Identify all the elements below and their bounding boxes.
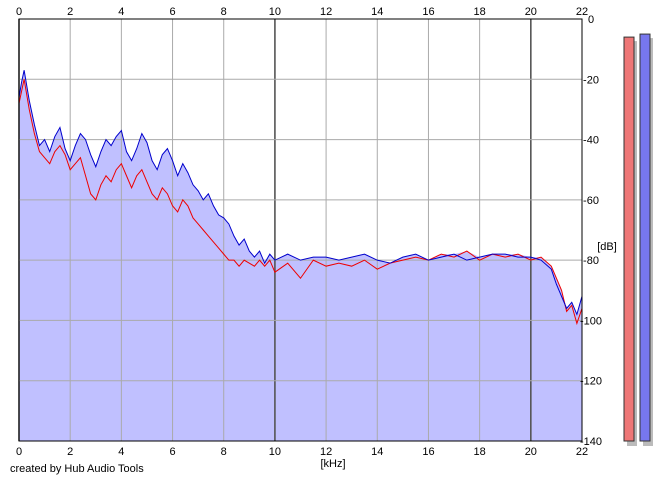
x-tick-label-top: 0	[16, 6, 22, 18]
x-tick-label-top: 16	[422, 6, 434, 18]
y-tick-label: 0	[588, 14, 594, 26]
level-meter	[623, 36, 635, 442]
y-tick-label: -100	[580, 315, 602, 327]
x-tick-label: 2	[67, 446, 73, 458]
x-tick-label: 8	[221, 446, 227, 458]
x-tick-label-top: 2	[67, 6, 73, 18]
series-line	[18, 70, 583, 316]
x-tick-label-top: 22	[576, 6, 588, 18]
y-tick-label: -80	[583, 255, 599, 267]
x-tick-label: 0	[16, 446, 22, 458]
series-line	[18, 79, 583, 326]
x-tick-label: 12	[320, 446, 332, 458]
x-tick-label-top: 6	[169, 6, 175, 18]
x-tick-label: 10	[269, 446, 281, 458]
x-tick-label-top: 14	[371, 6, 383, 18]
y-tick-label: -140	[580, 436, 602, 448]
x-tick-label: 6	[169, 446, 175, 458]
y-tick-label: -120	[580, 376, 602, 388]
x-tick-label-top: 10	[269, 6, 281, 18]
level-meter	[639, 33, 651, 442]
plot-border	[18, 18, 583, 442]
x-tick-label: 18	[474, 446, 486, 458]
x-tick-label: 20	[525, 446, 537, 458]
y-tick-label: -60	[583, 195, 599, 207]
x-tick-label-top: 20	[525, 6, 537, 18]
x-tick-label: 22	[576, 446, 588, 458]
credit-text: created by Hub Audio Tools	[10, 463, 144, 475]
x-axis-label: [kHz]	[320, 458, 345, 470]
x-tick-label: 4	[118, 446, 124, 458]
y-axis-label: [dB]	[597, 241, 617, 253]
x-tick-label-top: 18	[474, 6, 486, 18]
x-tick-label: 16	[422, 446, 434, 458]
y-tick-label: -20	[583, 74, 599, 86]
x-tick-label: 14	[371, 446, 383, 458]
x-tick-label-top: 4	[118, 6, 124, 18]
x-tick-label-top: 12	[320, 6, 332, 18]
x-tick-label-top: 8	[221, 6, 227, 18]
y-tick-label: -40	[583, 135, 599, 147]
